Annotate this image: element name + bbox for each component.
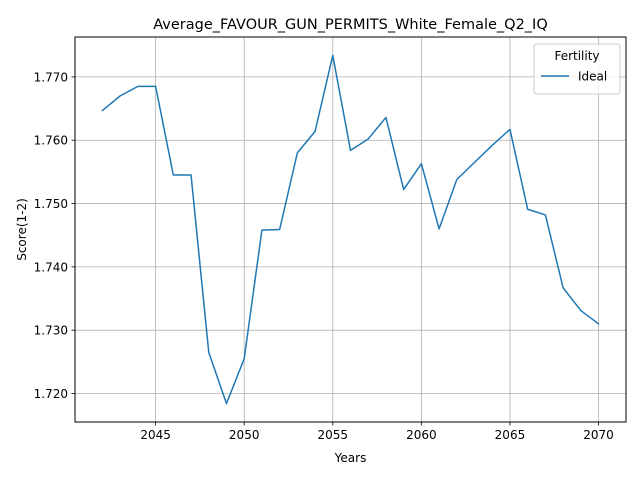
x-tick-label: 2070 <box>583 428 614 442</box>
x-axis: 2045 2050 2055 2060 2065 2070 <box>140 422 614 442</box>
y-tick-label: 1.760 <box>34 134 68 148</box>
x-tick-label: 2055 <box>318 428 349 442</box>
series-layer <box>101 54 600 405</box>
x-tick-label: 2065 <box>495 428 526 442</box>
x-tick-label: 2060 <box>406 428 437 442</box>
y-tick-label: 1.770 <box>34 70 68 84</box>
series-line-ideal <box>101 54 600 405</box>
x-tick-label: 2050 <box>229 428 260 442</box>
grid <box>75 37 626 422</box>
y-axis: 1.720 1.730 1.740 1.750 1.760 1.770 <box>34 70 75 401</box>
x-tick-label: 2045 <box>140 428 171 442</box>
plot-area-frame <box>74 36 627 423</box>
y-tick-label: 1.720 <box>34 387 68 401</box>
y-tick-label: 1.740 <box>34 260 68 274</box>
legend: Fertility Ideal <box>533 43 621 95</box>
y-tick-label: 1.750 <box>34 197 68 211</box>
chart-title: Average_FAVOUR_GUN_PERMITS_White_Female_… <box>153 17 548 33</box>
legend-box <box>533 43 621 95</box>
legend-title: Fertility <box>554 49 599 63</box>
y-tick-label: 1.730 <box>34 324 68 338</box>
y-axis-label: Score(1-2) <box>15 198 29 261</box>
legend-label-ideal: Ideal <box>578 70 607 84</box>
x-axis-label: Years <box>334 451 367 465</box>
